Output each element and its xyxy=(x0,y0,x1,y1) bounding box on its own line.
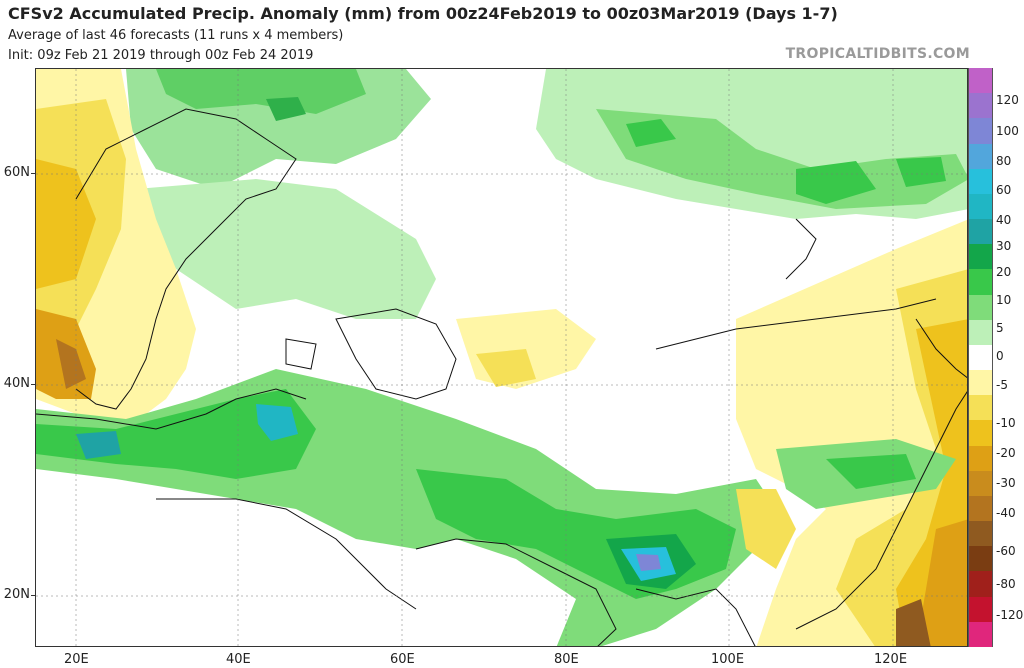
colorbar-swatch xyxy=(968,395,993,421)
colorbar-swatch xyxy=(968,521,993,547)
colorbar-label: -80 xyxy=(996,577,1016,591)
lon-label-60e: 60E xyxy=(390,652,415,667)
init-time: Init: 09z Feb 21 2019 through 00z Feb 24… xyxy=(8,48,314,63)
colorbar-swatch xyxy=(968,193,993,220)
colorbar-swatch xyxy=(968,420,993,447)
colorbar-swatch xyxy=(968,495,993,522)
colorbar xyxy=(968,68,993,648)
colorbar-label: -60 xyxy=(996,544,1016,558)
colorbar-label: -20 xyxy=(996,446,1016,460)
colorbar-label: 100 xyxy=(996,124,1019,138)
map-title: CFSv2 Accumulated Precip. Anomaly (mm) f… xyxy=(8,4,838,23)
colorbar-swatch xyxy=(968,370,993,396)
lat-label-60n: 60N xyxy=(3,165,30,180)
colorbar-swatch xyxy=(968,93,993,119)
colorbar-label: 0 xyxy=(996,349,1004,363)
colorbar-swatch xyxy=(968,621,993,648)
colorbar-label: 30 xyxy=(996,239,1012,253)
colorbar-swatch xyxy=(968,68,993,94)
lon-label-100e: 100E xyxy=(711,652,745,667)
colorbar-swatch xyxy=(968,244,993,270)
colorbar-swatch xyxy=(968,168,993,195)
lon-label-120e: 120E xyxy=(874,652,908,667)
colorbar-swatch xyxy=(968,269,993,296)
colorbar-swatch xyxy=(968,118,993,145)
map-subtitle: Average of last 46 forecasts (11 runs x … xyxy=(8,28,344,43)
colorbar-label: -40 xyxy=(996,506,1016,520)
colorbar-label: 10 xyxy=(996,293,1012,307)
precip-anomaly-map xyxy=(35,68,968,647)
lon-label-20e: 20E xyxy=(64,652,89,667)
colorbar-label: 120 xyxy=(996,93,1019,107)
colorbar-swatch xyxy=(968,470,993,497)
colorbar-swatch xyxy=(968,445,993,472)
colorbar-label: 60 xyxy=(996,183,1012,197)
colorbar-label: -10 xyxy=(996,416,1016,430)
lat-label-20n: 20N xyxy=(3,587,30,602)
colorbar-swatch xyxy=(968,294,993,321)
colorbar-label: -30 xyxy=(996,476,1016,490)
colorbar-swatch xyxy=(968,571,993,598)
colorbar-swatch xyxy=(968,546,993,572)
lat-tick xyxy=(31,384,35,385)
colorbar-label: 40 xyxy=(996,213,1012,227)
colorbar-label: 80 xyxy=(996,154,1012,168)
site-credit: TROPICALTIDBITS.COM xyxy=(785,46,970,62)
lat-label-40n: 40N xyxy=(3,376,30,391)
colorbar-label: 5 xyxy=(996,321,1004,335)
colorbar-swatch xyxy=(968,319,993,346)
map-canvas xyxy=(36,69,967,646)
colorbar-label: -120 xyxy=(996,608,1024,622)
lat-tick xyxy=(31,595,35,596)
colorbar-swatch xyxy=(968,143,993,170)
colorbar-swatch xyxy=(968,219,993,245)
colorbar-label: 20 xyxy=(996,265,1012,279)
lon-label-80e: 80E xyxy=(554,652,579,667)
colorbar-swatch xyxy=(968,344,993,371)
colorbar-label: -5 xyxy=(996,378,1008,392)
colorbar-swatch xyxy=(968,596,993,623)
lat-tick xyxy=(31,173,35,174)
lon-label-40e: 40E xyxy=(226,652,251,667)
